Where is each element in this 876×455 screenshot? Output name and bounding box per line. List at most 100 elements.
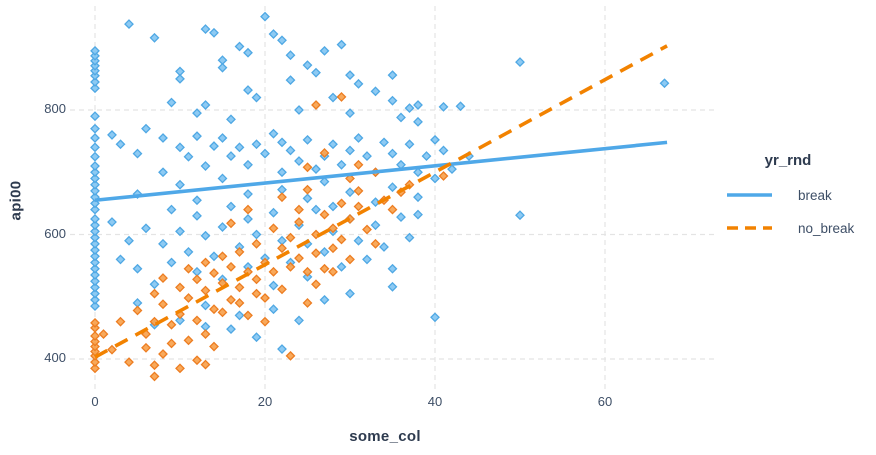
data-point-break (251, 229, 262, 240)
data-point-no_break (251, 274, 262, 285)
data-point-break (353, 235, 364, 246)
data-point-no_break (149, 288, 160, 299)
data-point-break (192, 210, 202, 221)
data-point-break (217, 173, 228, 184)
data-point-no_break (251, 238, 262, 249)
data-point-break (430, 173, 440, 184)
data-point-break (260, 11, 270, 22)
data-point-break (217, 222, 228, 232)
data-point-no_break (336, 234, 347, 245)
data-point-break (421, 151, 432, 161)
data-point-break (328, 92, 338, 103)
data-point-no_break (302, 266, 313, 277)
data-point-break (319, 247, 330, 257)
data-point-break (404, 232, 415, 243)
data-point-break (90, 238, 100, 249)
data-point-no_break (209, 341, 219, 352)
data-point-no_break (200, 359, 211, 370)
data-point-no_break (277, 284, 287, 295)
data-point-no_break (268, 223, 279, 234)
data-point-no_break (328, 243, 338, 254)
data-point-break (336, 159, 347, 170)
data-point-break (209, 251, 219, 262)
data-point-break (90, 204, 100, 215)
solid-line-swatch-icon (726, 187, 773, 203)
data-point-break (124, 235, 134, 246)
data-point-break (294, 156, 304, 166)
data-point-no_break (98, 329, 109, 340)
data-point-break (158, 238, 168, 249)
x-tick-label-40: 40 (427, 394, 443, 409)
data-point-no_break (217, 307, 228, 318)
data-point-break (328, 201, 338, 212)
data-point-no_break (209, 268, 219, 279)
data-point-no_break (319, 209, 330, 220)
data-point-break (277, 167, 287, 178)
data-point-break (90, 142, 100, 153)
data-point-break (319, 176, 330, 187)
data-point-break (387, 95, 398, 106)
data-point-no_break (175, 363, 185, 374)
data-point-break (132, 263, 143, 274)
data-point-no_break (285, 350, 296, 361)
data-point-break (90, 70, 100, 81)
data-point-break (234, 142, 245, 153)
data-point-no_break (115, 316, 126, 327)
data-point-break (413, 192, 423, 203)
data-point-break (336, 39, 347, 50)
x-axis-title: some_col (349, 428, 421, 445)
data-point-break (107, 129, 117, 140)
data-point-break (336, 261, 347, 272)
data-point-no_break (268, 266, 279, 277)
data-point-break (362, 151, 372, 161)
data-point-break (115, 254, 126, 265)
data-point-break (370, 197, 381, 208)
data-point-no_break (200, 329, 211, 340)
data-point-no_break (226, 218, 236, 229)
data-point-no_break (192, 315, 202, 326)
data-point-break (285, 75, 296, 86)
data-point-break (353, 78, 364, 89)
data-point-break (302, 271, 313, 282)
data-point-break (243, 159, 253, 170)
data-point-break (149, 279, 160, 290)
data-point-no_break (166, 338, 177, 349)
data-point-break (345, 288, 355, 299)
data-point-break (90, 179, 100, 190)
trend-line-no_break (94, 44, 668, 359)
data-point-no_break (370, 238, 381, 249)
data-point-break (226, 324, 236, 335)
data-point-break (413, 100, 423, 110)
data-point-no_break (149, 371, 160, 382)
data-point-break (200, 161, 211, 171)
data-point-no_break (277, 192, 287, 203)
data-point-no_break (132, 305, 143, 316)
x-tick-label-60: 60 (597, 394, 613, 409)
data-point-no_break (311, 279, 321, 290)
data-point-break (251, 92, 262, 103)
data-point-no_break (243, 310, 253, 321)
data-point-break (396, 212, 406, 222)
data-point-break (217, 133, 228, 143)
data-point-break (396, 112, 406, 123)
data-point-break (260, 148, 270, 159)
data-point-no_break (285, 261, 296, 272)
data-point-break (175, 179, 185, 190)
data-point-break (234, 41, 245, 52)
data-point-break (90, 45, 100, 56)
legend-label-no-break: no_break (798, 220, 855, 236)
data-point-no_break (209, 304, 219, 315)
data-point-break (387, 148, 398, 159)
legend-item-no-break: no_break (726, 220, 866, 236)
data-point-break (370, 220, 381, 231)
data-point-no_break (260, 316, 270, 327)
data-point-break (90, 301, 100, 312)
data-point-break (243, 214, 253, 224)
data-point-break (243, 189, 253, 199)
data-point-no_break (90, 357, 100, 368)
data-point-break (90, 60, 100, 71)
data-point-break (175, 73, 185, 84)
data-point-break (90, 173, 100, 184)
x-tick-label-20: 20 (257, 394, 273, 409)
data-point-break (90, 226, 100, 237)
